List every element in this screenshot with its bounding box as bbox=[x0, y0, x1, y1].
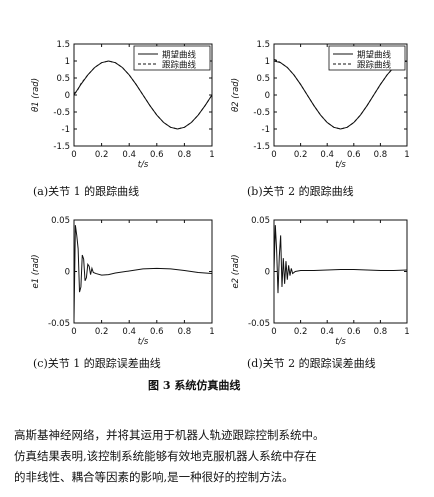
y-tick-label: 0.5 bbox=[256, 74, 270, 84]
paragraph-line-3: 的非线性、耦合等因素的影响,是一种很好的控制方法。 bbox=[14, 470, 294, 484]
series-line-desired bbox=[73, 60, 213, 130]
y-axis-label: e1 (rad) bbox=[31, 254, 41, 288]
legend-box bbox=[328, 45, 406, 71]
legend-entry: 期望曲线 bbox=[357, 50, 392, 61]
x-axis-label: t/s bbox=[335, 160, 346, 170]
x-tick-label: 0.4 bbox=[320, 150, 334, 160]
subcaption-d: (d)关节 2 的跟踪误差曲线 bbox=[247, 357, 376, 370]
x-tick-label: 0 bbox=[71, 327, 76, 337]
y-tick-label: 1.5 bbox=[256, 40, 270, 50]
subcaption-c: (c)关节 1 的跟踪误差曲线 bbox=[33, 357, 161, 370]
series-line-desired bbox=[73, 225, 213, 320]
figure-canvas: 0 0.2 0.4 0.6 0.8 1 -1.5 -1 -0.5 0 0.5 1 1.5 t/s θ1 (r… bbox=[31, 40, 410, 347]
series-line-tracking bbox=[73, 60, 213, 130]
paragraph-line-1: 高斯基神经网络，并将其运用于机器人轨迹跟踪控制系统中。 bbox=[14, 428, 325, 442]
x-tick-label: 0.2 bbox=[294, 327, 308, 337]
y-tick-label: -0.05 bbox=[48, 319, 70, 329]
body-paragraph: 高斯基神经网络，并将其运用于机器人轨迹跟踪控制系统中。 仿真结果表明,该控制系统… bbox=[14, 425, 426, 488]
x-tick-label: 1 bbox=[209, 327, 214, 337]
y-tick-label: 0 bbox=[265, 91, 270, 101]
series-line-tracking bbox=[273, 58, 408, 130]
x-tick-label: 1 bbox=[404, 327, 409, 337]
y-tick-label: 0.05 bbox=[51, 216, 70, 226]
x-tick-label: 0 bbox=[271, 327, 276, 337]
series-line-desired bbox=[273, 225, 408, 294]
x-tick-label: 0.8 bbox=[178, 327, 192, 337]
y-tick-label: -1 bbox=[62, 125, 70, 135]
x-tick-label: 0 bbox=[71, 150, 76, 160]
x-tick-label: 0.8 bbox=[178, 150, 192, 160]
x-tick-label: 0.6 bbox=[150, 327, 164, 337]
x-tick-label: 0.6 bbox=[150, 150, 164, 160]
y-axis-label: θ2 (rad) bbox=[231, 78, 241, 112]
x-tick-label: 0.8 bbox=[374, 327, 388, 337]
x-tick-label: 1 bbox=[209, 150, 214, 160]
x-tick-label: 0.8 bbox=[374, 150, 388, 160]
x-tick-label: 1 bbox=[404, 150, 409, 160]
y-tick-label: 1.5 bbox=[56, 40, 70, 50]
x-tick-label: 0.6 bbox=[347, 150, 361, 160]
y-tick-label: 0 bbox=[65, 91, 70, 101]
x-tick-label: 0.6 bbox=[347, 327, 361, 337]
y-tick-label: 0 bbox=[65, 268, 70, 278]
y-tick-label: -1.5 bbox=[53, 142, 70, 152]
y-tick-label: -1.5 bbox=[253, 142, 270, 152]
y-axis-label: e2 (rad) bbox=[231, 254, 241, 288]
legend-entry: 跟踪曲线 bbox=[357, 60, 392, 71]
y-tick-label: 0 bbox=[265, 268, 270, 278]
legend-entry: 期望曲线 bbox=[162, 50, 197, 61]
chart-4-frame bbox=[273, 219, 408, 324]
y-tick-label: 0.5 bbox=[56, 74, 70, 84]
y-tick-label: -1 bbox=[262, 125, 270, 135]
y-tick-label: -0.5 bbox=[53, 108, 70, 118]
x-tick-label: 0 bbox=[271, 150, 276, 160]
x-tick-label: 0.2 bbox=[95, 327, 109, 337]
legend-box bbox=[133, 45, 211, 71]
y-tick-label: 1 bbox=[65, 57, 70, 67]
x-tick-label: 0.2 bbox=[294, 150, 308, 160]
x-tick-label: 0.4 bbox=[122, 150, 136, 160]
x-tick-label: 0.2 bbox=[95, 150, 109, 160]
figure-caption: 图 3 系统仿真曲线 bbox=[148, 379, 241, 392]
legend-entry: 跟踪曲线 bbox=[162, 60, 197, 71]
x-axis-label: t/s bbox=[138, 337, 149, 347]
subcaption-a: (a)关节 1 的跟踪曲线 bbox=[33, 185, 140, 198]
subcaption-b: (b)关节 2 的跟踪曲线 bbox=[247, 185, 354, 198]
x-axis-label: t/s bbox=[138, 160, 149, 170]
x-tick-label: 0.4 bbox=[122, 327, 136, 337]
x-axis-label: t/s bbox=[335, 337, 346, 347]
y-tick-label: -0.5 bbox=[253, 108, 270, 118]
y-axis-label: θ1 (rad) bbox=[31, 78, 41, 112]
y-tick-label: 0.05 bbox=[251, 216, 270, 226]
paragraph-line-2: 仿真结果表明,该控制系统能够有效地克服机器人系统中存在 bbox=[14, 449, 317, 463]
x-tick-label: 0.4 bbox=[320, 327, 334, 337]
y-tick-label: 1 bbox=[265, 57, 270, 67]
series-line-desired bbox=[273, 60, 408, 130]
y-tick-label: -0.05 bbox=[248, 319, 270, 329]
